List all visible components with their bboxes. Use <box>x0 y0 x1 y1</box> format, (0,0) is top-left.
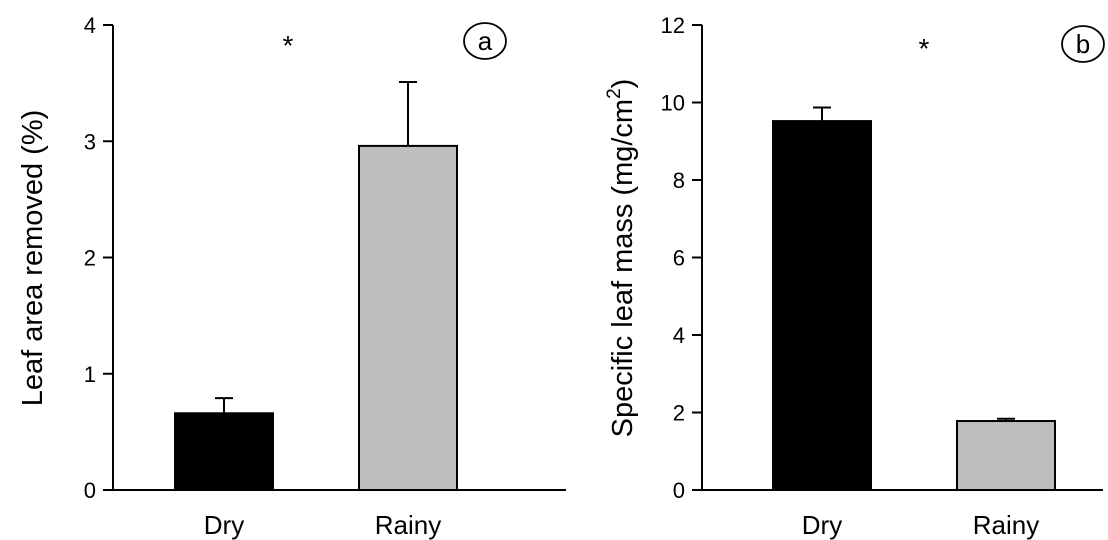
panel-b-y-axis-title-suffix: ) <box>607 79 639 89</box>
category-label: Rainy <box>375 510 441 540</box>
panel-a-letter: a <box>478 26 493 56</box>
panel-b-badge-circle <box>1061 25 1105 63</box>
panel-b-category-labels: Dry Rainy <box>802 510 1039 540</box>
panel-b-y-axis-title-superscript: 2 <box>604 88 625 99</box>
y-tick-label: 10 <box>661 91 685 116</box>
y-tick-label: 0 <box>84 478 96 503</box>
panel-a-y-ticks: 0 1 2 3 4 <box>84 13 113 503</box>
panel-b-bars <box>772 106 1056 491</box>
y-tick-label: 3 <box>84 129 96 154</box>
panel-a-bars <box>174 80 458 491</box>
y-tick-label: 1 <box>84 362 96 387</box>
y-tick-label: 4 <box>673 323 685 348</box>
y-tick-label: 6 <box>673 246 685 271</box>
panel-a-significance-marker: * <box>283 30 294 61</box>
bar-rainy <box>358 144 458 491</box>
panel-a-category-labels: Dry Rainy <box>204 510 441 540</box>
y-tick-label: 2 <box>84 246 96 271</box>
panel-a-label-badge: a <box>463 22 507 60</box>
panel-a-y-axis-title: Leaf area removed (%) <box>17 110 49 407</box>
y-tick-label: 2 <box>673 401 685 426</box>
y-tick-label: 4 <box>84 13 96 38</box>
panel-a: Leaf area removed (%) 0 1 2 3 4 Dry Rainy * a <box>17 13 566 540</box>
bar-dry <box>772 120 872 491</box>
y-tick-label: 8 <box>673 168 685 193</box>
category-label: Dry <box>204 510 244 540</box>
panel-b-significance-marker: * <box>919 33 930 64</box>
category-label: Rainy <box>973 510 1039 540</box>
y-tick-label: 12 <box>661 13 685 38</box>
panel-b-letter: b <box>1076 29 1090 59</box>
panel-b-y-ticks: 0 2 4 6 8 10 12 <box>661 13 702 503</box>
panel-b-label-badge: b <box>1061 25 1105 63</box>
panel-b-y-axis-title: Specific leaf mass (mg/cm2) <box>604 79 639 438</box>
panel-b-y-axis-title-main: Specific leaf mass (mg/cm <box>607 99 639 437</box>
panel-a-badge-circle <box>463 22 507 60</box>
category-label: Dry <box>802 510 842 540</box>
bar-dry <box>174 412 274 491</box>
y-tick-label: 0 <box>673 478 685 503</box>
bar-rainy <box>956 420 1056 491</box>
